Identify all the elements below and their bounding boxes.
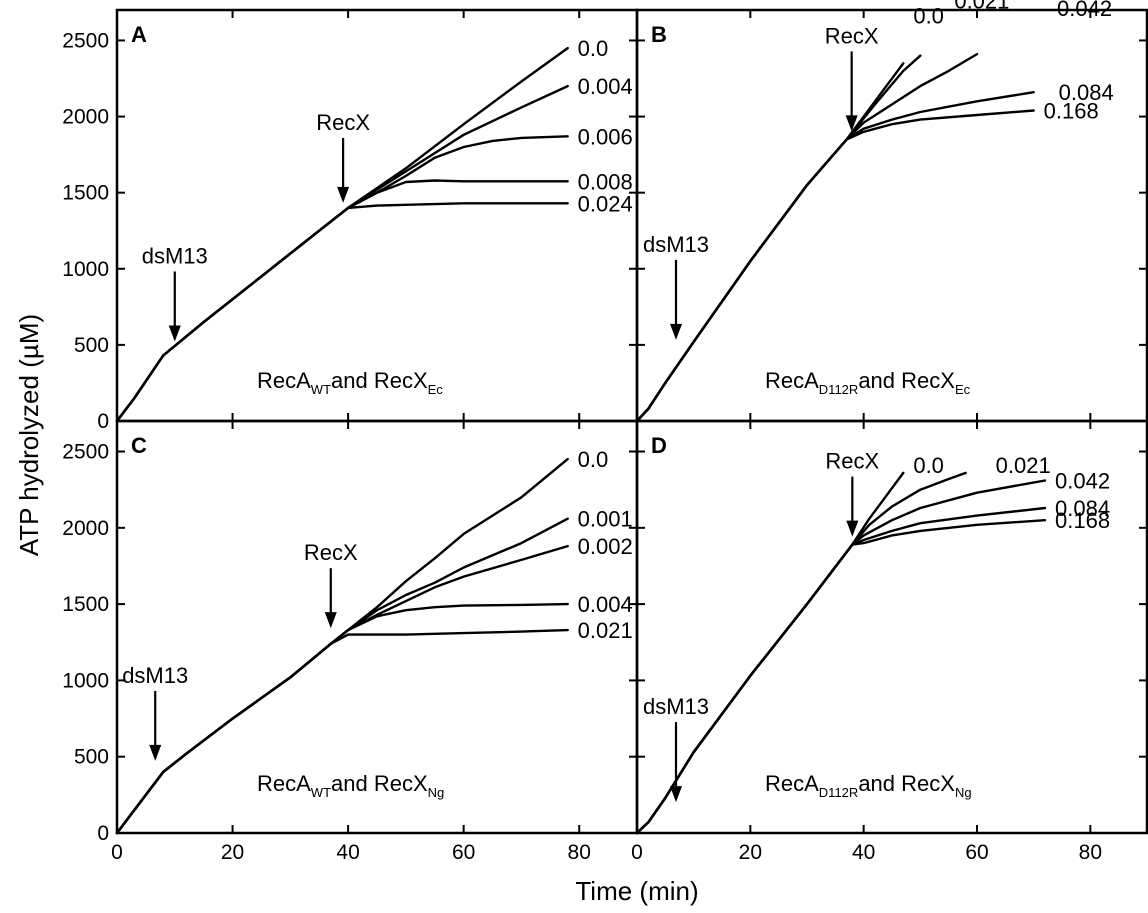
x-tick-label: 0 — [631, 841, 643, 864]
annotation-label: RecX — [825, 23, 879, 48]
annotation-label: dsM13 — [142, 243, 208, 268]
annotation-arrowhead — [149, 745, 161, 761]
annotation-arrowhead — [337, 187, 349, 203]
series-line — [637, 481, 1045, 834]
annotation-label: dsM13 — [643, 694, 709, 719]
x-tick-label: 80 — [1079, 841, 1102, 864]
x-tick-label: 20 — [221, 841, 244, 864]
condition-label: RecAWTand RecXNg — [257, 771, 444, 800]
series-label: 0.004 — [578, 592, 633, 617]
panel-letter: B — [651, 22, 667, 47]
series-label: 0.021 — [578, 618, 633, 643]
y-tick-label: 500 — [74, 746, 109, 769]
y-axis-title: ATP hydrolyzed (µM) — [14, 314, 44, 556]
condition-label: RecAWTand RecXEc — [257, 368, 443, 397]
y-tick-label: 500 — [74, 334, 109, 357]
y-tick-label: 0 — [97, 410, 109, 433]
panel-frame — [117, 10, 637, 421]
y-tick-label: 1500 — [62, 593, 109, 616]
y-tick-label: 1000 — [62, 669, 109, 692]
annotation-label: RecX — [316, 110, 370, 135]
x-tick-label: 20 — [739, 841, 762, 864]
series-label: 0.0 — [913, 3, 944, 28]
series-label: 0.168 — [1044, 98, 1099, 123]
series-label: 0.001 — [578, 507, 633, 532]
condition-label: RecAD112Rand RecXEc — [765, 368, 971, 397]
panel-letter: C — [131, 433, 147, 458]
annotation-label: RecX — [304, 540, 358, 565]
series-label: 0.042 — [1057, 0, 1112, 21]
series-label: 0.024 — [578, 191, 633, 216]
series-label: 0.004 — [578, 74, 633, 99]
series-label: 0.0 — [578, 36, 609, 61]
series-label: 0.0 — [578, 447, 609, 472]
panel-letter: D — [651, 433, 667, 458]
series-label: 0.0 — [913, 453, 944, 478]
x-tick-label: 80 — [568, 841, 591, 864]
x-tick-label: 0 — [111, 841, 123, 864]
series-label: 0.021 — [954, 0, 1009, 14]
annotation-arrowhead — [846, 521, 858, 537]
annotation-arrowhead — [325, 612, 337, 628]
y-tick-label: 2000 — [62, 517, 109, 540]
series-label: 0.006 — [578, 124, 633, 149]
series-label: 0.021 — [996, 453, 1051, 478]
series-label: 0.042 — [1055, 469, 1110, 494]
panel-letter: A — [131, 22, 147, 47]
annotation-label: dsM13 — [643, 232, 709, 257]
y-tick-label: 2500 — [62, 29, 109, 52]
y-tick-label: 1500 — [62, 182, 109, 205]
annotation-label: dsM13 — [122, 663, 188, 688]
annotation-label: RecX — [825, 449, 879, 474]
annotation-arrowhead — [670, 786, 682, 802]
annotation-arrowhead — [169, 325, 181, 341]
panel-frame — [637, 10, 1147, 421]
condition-label: RecAD112Rand RecXNg — [765, 771, 972, 800]
x-axis-title: Time (min) — [575, 876, 698, 906]
series-line — [637, 111, 1034, 422]
x-tick-label: 40 — [336, 841, 359, 864]
x-tick-label: 40 — [852, 841, 875, 864]
y-tick-label: 0 — [97, 822, 109, 845]
series-line — [117, 630, 568, 833]
series-line — [117, 48, 568, 421]
annotation-arrowhead — [670, 324, 682, 340]
series-label: 0.002 — [578, 534, 633, 559]
y-tick-label: 2500 — [62, 441, 109, 464]
y-tick-label: 2000 — [62, 106, 109, 129]
x-tick-label: 60 — [965, 841, 988, 864]
x-tick-label: 60 — [452, 841, 475, 864]
series-label: 0.168 — [1055, 508, 1110, 533]
panel-b: B0.00.021 0.0420.0840.168dsM13RecXRecAD11… — [637, 0, 1147, 421]
y-tick-label: 1000 — [62, 258, 109, 281]
